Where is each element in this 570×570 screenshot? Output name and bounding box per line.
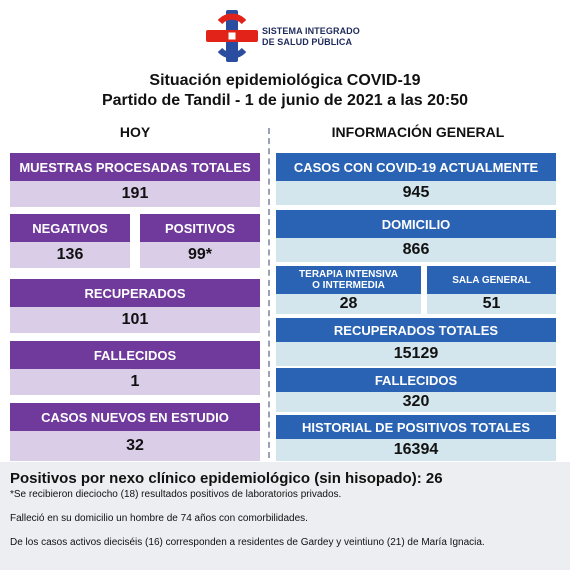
- casos-actuales-value: 945: [276, 181, 556, 205]
- terapia-label-line-2: O INTERMEDIA: [312, 280, 385, 291]
- logo-text: SISTEMA INTEGRADO DE SALUD PÚBLICA: [262, 26, 360, 48]
- casos-actuales-label: CASOS CON COVID-19 ACTUALMENTE: [276, 153, 556, 181]
- recuperados-hoy-label: RECUPERADOS: [10, 279, 260, 307]
- muestras-value: 191: [10, 181, 260, 207]
- sala-general-value: 51: [427, 294, 556, 314]
- positivos-label: POSITIVOS: [140, 214, 260, 242]
- fallecidos-totales-label: FALLECIDOS: [276, 368, 556, 392]
- fallecidos-totales-value: 320: [276, 392, 556, 412]
- fallecidos-hoy-value: 1: [10, 369, 260, 395]
- footer-notes: Positivos por nexo clínico epidemiológic…: [0, 462, 570, 570]
- logo-line-1: SISTEMA INTEGRADO: [262, 26, 360, 36]
- casos-nuevos-value: 32: [10, 431, 260, 461]
- page-subtitle: Partido de Tandil - 1 de junio de 2021 a…: [101, 92, 469, 109]
- domicilio-label: DOMICILIO: [276, 210, 556, 238]
- recuperados-totales-value: 15129: [276, 342, 556, 366]
- recuperados-totales-label: RECUPERADOS TOTALES: [276, 318, 556, 342]
- health-system-logo-icon: [206, 10, 258, 62]
- footnote-text: *Se recibieron dieciocho (18) resultados…: [10, 489, 342, 500]
- terapia-value: 28: [276, 294, 421, 314]
- terapia-label-line-1: TERAPIA INTENSIVA: [299, 269, 398, 280]
- casos-activos-text: De los casos activos dieciséis (16) corr…: [10, 537, 485, 548]
- heading-informacion-general: INFORMACIÓN GENERAL: [331, 124, 505, 140]
- historial-positivos-label: HISTORIAL DE POSITIVOS TOTALES: [276, 415, 556, 439]
- page-title: Situación epidemiológica COVID-19: [149, 72, 421, 89]
- domicilio-value: 866: [276, 238, 556, 262]
- negativos-value: 136: [10, 242, 130, 268]
- fallecimiento-text: Falleció en su domicilio un hombre de 74…: [10, 513, 308, 524]
- terapia-label: TERAPIA INTENSIVA O INTERMEDIA: [276, 266, 421, 294]
- fallecidos-hoy-label: FALLECIDOS: [10, 341, 260, 369]
- recuperados-hoy-value: 101: [10, 307, 260, 333]
- logo-line-2: DE SALUD PÚBLICA: [262, 37, 353, 47]
- positivos-value: 99*: [140, 242, 260, 268]
- health-system-logo: SISTEMA INTEGRADO DE SALUD PÚBLICA: [204, 8, 364, 66]
- muestras-label: MUESTRAS PROCESADAS TOTALES: [10, 153, 260, 181]
- heading-hoy: HOY: [119, 124, 151, 140]
- sala-general-label: SALA GENERAL: [427, 266, 556, 294]
- casos-nuevos-label: CASOS NUEVOS EN ESTUDIO: [10, 403, 260, 431]
- negativos-label: NEGATIVOS: [10, 214, 130, 242]
- nexo-clinico-text: Positivos por nexo clínico epidemiológic…: [10, 470, 443, 487]
- column-divider: [268, 128, 270, 458]
- historial-positivos-value: 16394: [276, 439, 556, 461]
